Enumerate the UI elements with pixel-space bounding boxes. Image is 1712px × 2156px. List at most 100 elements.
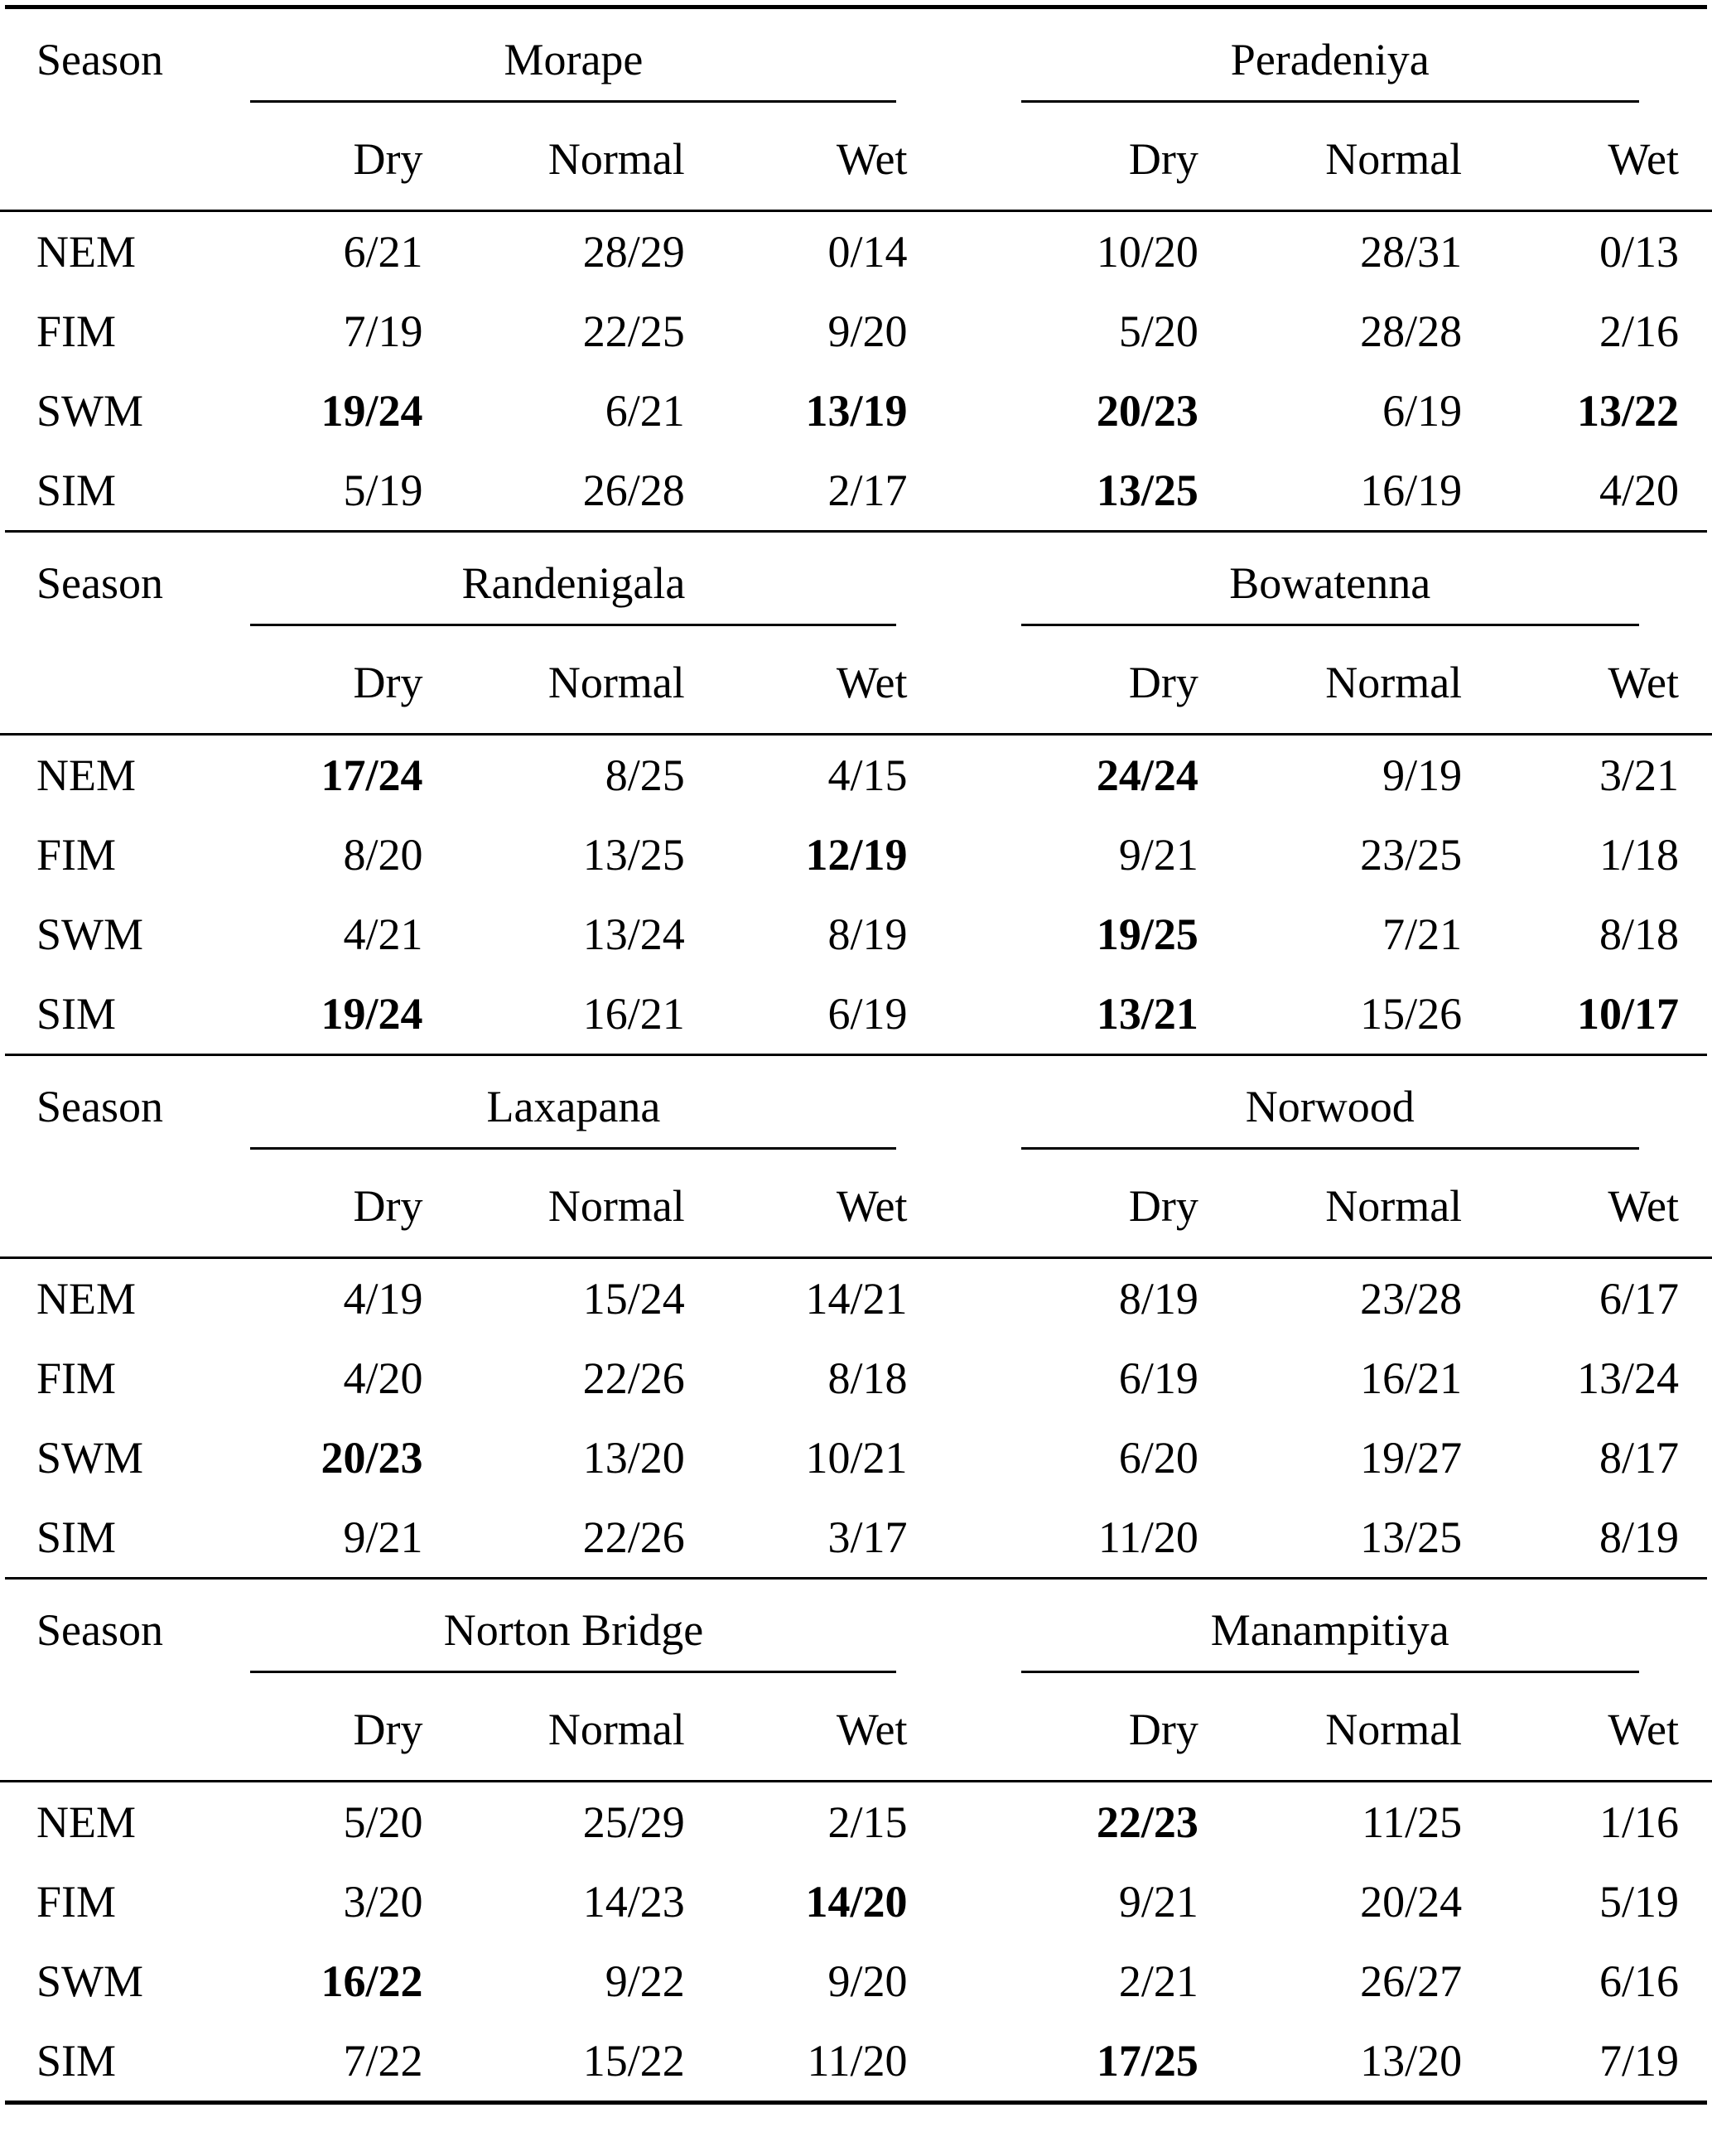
- station-header-row: Season Morape Peradeniya: [0, 9, 1712, 104]
- value-cell: 4/20: [1599, 465, 1679, 515]
- value-cell: 10/17: [1576, 989, 1679, 1039]
- block-separator-rule: [5, 1054, 1707, 1056]
- value-cell: 8/17: [1599, 1433, 1679, 1483]
- value-cell: 17/24: [239, 733, 423, 815]
- value-cell: 7/19: [1599, 2036, 1679, 2086]
- column-header-dry: Dry: [353, 134, 423, 184]
- empty-cell: [0, 627, 239, 735]
- value-cell: 16/19: [1360, 465, 1463, 515]
- value-cell: 13/25: [1096, 465, 1198, 515]
- season-cell: SIM: [36, 989, 117, 1039]
- empty-cell: [0, 1150, 239, 1258]
- column-gap: [907, 815, 1010, 895]
- season-cell: NEM: [0, 733, 240, 815]
- table-row: NEM 4/19 15/24 14/21 8/19 23/28 6/17: [0, 1256, 1712, 1338]
- station-header-row: Season Randenigala Bowatenna: [0, 533, 1712, 627]
- column-gap: [907, 895, 1010, 974]
- station-name: Laxapana: [486, 1082, 661, 1131]
- season-cell: FIM: [36, 306, 117, 356]
- season-cell: SWM: [36, 386, 144, 436]
- column-header-dry: Dry: [353, 1705, 423, 1754]
- station-name: Peradeniya: [1230, 35, 1430, 84]
- season-column-header: Season: [36, 558, 163, 608]
- column-gap: [907, 292, 1010, 371]
- value-cell: 14/23: [582, 1877, 685, 1927]
- station-header: Manampitiya: [1010, 1580, 1712, 1674]
- value-cell: 13/20: [582, 1433, 685, 1483]
- column-header-wet: Wet: [1608, 134, 1679, 184]
- value-cell: 8/18: [1599, 909, 1679, 959]
- value-cell: 22/23: [1010, 1780, 1198, 1862]
- column-gap: [907, 104, 1010, 211]
- station-header-row: Season Norton Bridge Manampitiya: [0, 1580, 1712, 1674]
- season-cell: NEM: [0, 1780, 240, 1862]
- station-table-laxapana-norwood: Season Laxapana Norwood Dry Normal Wet D…: [0, 1056, 1712, 1577]
- value-cell: 6/17: [1462, 1256, 1712, 1338]
- value-cell: 10/20: [1010, 210, 1198, 292]
- season-cell: NEM: [0, 1256, 240, 1338]
- value-cell: 13/24: [1576, 1353, 1679, 1403]
- value-cell: 8/20: [343, 830, 423, 880]
- value-cell: 28/31: [1198, 210, 1463, 292]
- sub-header-row: Dry Normal Wet Dry Normal Wet: [0, 1150, 1712, 1258]
- value-cell: 25/29: [422, 1780, 685, 1862]
- table-row: NEM 6/21 28/29 0/14 10/20 28/31 0/13: [0, 210, 1712, 292]
- value-cell: 13/24: [582, 909, 685, 959]
- value-cell: 8/18: [827, 1353, 908, 1403]
- season-cell: SIM: [36, 2036, 117, 2086]
- value-cell: 2/16: [1599, 306, 1679, 356]
- table-row: SIM 5/19 26/28 2/17 13/25 16/19 4/20: [0, 451, 1712, 530]
- value-cell: 6/16: [1599, 1956, 1679, 2006]
- sub-header-row: Dry Normal Wet Dry Normal Wet: [0, 627, 1712, 735]
- block-separator-rule: [5, 530, 1707, 533]
- column-header-dry: Dry: [1128, 134, 1198, 184]
- value-cell: 13/25: [1360, 1512, 1463, 1562]
- column-gap: [907, 1150, 1010, 1258]
- table-row: SIM 9/21 22/26 3/17 11/20 13/25 8/19: [0, 1498, 1712, 1577]
- value-cell: 5/20: [1118, 306, 1198, 356]
- station-name: Bowatenna: [1229, 558, 1431, 608]
- column-header-wet: Wet: [836, 1181, 908, 1231]
- value-cell: 3/21: [1462, 733, 1712, 815]
- station-header: Norton Bridge: [239, 1580, 907, 1674]
- column-header-normal: Normal: [1325, 134, 1463, 184]
- column-header-wet: Wet: [836, 134, 908, 184]
- value-cell: 23/28: [1198, 1256, 1463, 1338]
- value-cell: 7/21: [1382, 909, 1463, 959]
- value-cell: 19/24: [321, 989, 423, 1039]
- column-header-wet: Wet: [836, 658, 908, 707]
- value-cell: 3/17: [827, 1512, 908, 1562]
- season-cell: NEM: [0, 210, 240, 292]
- column-gap: [907, 1498, 1010, 1577]
- value-cell: 11/20: [807, 2036, 908, 2086]
- station-name: Randenigala: [461, 558, 686, 608]
- column-header-dry: Dry: [353, 658, 423, 707]
- empty-cell: [0, 104, 239, 211]
- table-row: SWM 16/22 9/22 9/20 2/21 26/27 6/16: [0, 1941, 1712, 2021]
- value-cell: 13/25: [582, 830, 685, 880]
- value-cell: 20/23: [321, 1433, 423, 1483]
- sub-header-row: Dry Normal Wet Dry Normal Wet: [0, 1674, 1712, 1782]
- value-cell: 7/19: [343, 306, 423, 356]
- value-cell: 7/22: [343, 2036, 423, 2086]
- value-cell: 8/19: [827, 909, 908, 959]
- column-gap: [907, 1862, 1010, 1941]
- value-cell: 19/25: [1096, 909, 1198, 959]
- station-name: Morape: [504, 35, 644, 84]
- value-cell: 14/21: [684, 1256, 908, 1338]
- sub-header-row: Dry Normal Wet Dry Normal Wet: [0, 104, 1712, 211]
- value-cell: 9/20: [827, 306, 908, 356]
- value-cell: 13/22: [1576, 386, 1679, 436]
- column-gap: [907, 627, 1010, 735]
- season-cell: FIM: [36, 1353, 117, 1403]
- value-cell: 14/20: [805, 1877, 908, 1927]
- season-cell: SIM: [36, 465, 117, 515]
- column-gap: [907, 1056, 1010, 1150]
- value-cell: 0/14: [684, 210, 908, 292]
- column-gap: [907, 974, 1010, 1054]
- station-header: Randenigala: [239, 533, 907, 627]
- value-cell: 5/20: [239, 1780, 423, 1862]
- empty-cell: [0, 1674, 239, 1782]
- value-cell: 22/26: [582, 1512, 685, 1562]
- value-cell: 28/28: [1360, 306, 1463, 356]
